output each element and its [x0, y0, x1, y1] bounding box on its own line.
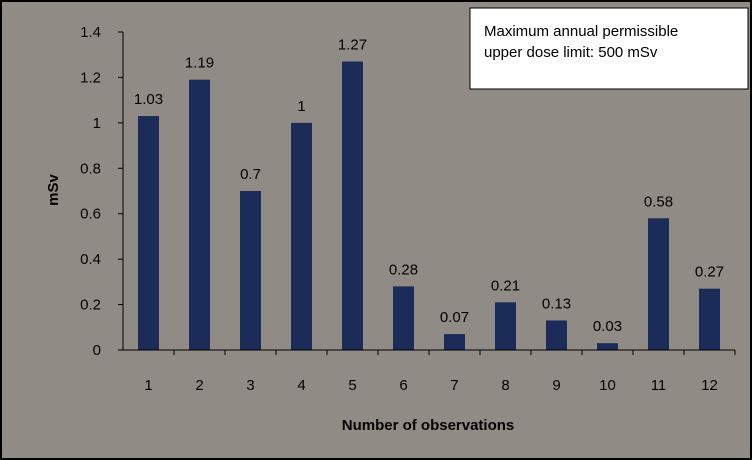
y-tick-label: 0	[93, 342, 101, 359]
note-box	[469, 7, 749, 90]
note-line-2: upper dose limit: 500 mSv	[484, 44, 658, 61]
x-axis-title: Number of observations	[342, 417, 515, 434]
x-tick-label: 7	[450, 377, 458, 394]
y-tick-label: 0.8	[80, 160, 101, 177]
bar	[138, 116, 159, 351]
bar-value-label: 0.7	[240, 166, 261, 183]
x-tick-label: 3	[246, 377, 254, 394]
bar	[393, 286, 414, 350]
bar-value-label: 0.03	[593, 318, 622, 335]
bar-value-label: 0.13	[542, 295, 571, 312]
bars-group	[138, 61, 720, 351]
bar-value-label: 0.21	[491, 277, 520, 294]
bar-value-label: 0.28	[389, 261, 418, 278]
x-tick-label: 9	[552, 377, 560, 394]
x-tick-label: 4	[297, 377, 305, 394]
x-tick-label: 1	[144, 377, 152, 394]
bar-value-label: 0.07	[440, 309, 469, 326]
x-tick-label: 10	[599, 377, 616, 394]
bar-value-label: 1.27	[338, 37, 367, 54]
x-tick-label: 2	[195, 377, 203, 394]
bar-value-label: 0.27	[695, 264, 724, 281]
x-tick-label: 11	[651, 377, 667, 394]
data-labels-group: 1.03 1.19 0.7 1 1.27 0.28 0.07 0.21 0.13 0.03 0.58…	[134, 37, 724, 336]
y-tick-label: 0.4	[80, 251, 101, 268]
bar	[699, 288, 720, 350]
y-axis-ticks: 0 0.2 0.4 0.6 0.8 1 1.2 1.4	[80, 24, 123, 359]
x-tick-label: 8	[501, 377, 509, 394]
y-tick-label: 1.4	[80, 24, 101, 41]
bar	[648, 218, 669, 350]
bar	[546, 320, 567, 350]
bar-value-label: 1.03	[134, 91, 163, 108]
bar	[444, 334, 465, 350]
bar-value-label: 1.19	[185, 55, 214, 72]
bar	[189, 79, 210, 350]
bar-value-label: 0.58	[644, 193, 673, 210]
bar	[597, 343, 618, 350]
bar	[495, 302, 516, 350]
bar	[291, 122, 312, 350]
y-axis-title: mSv	[45, 174, 62, 206]
bar-value-label: 1	[297, 98, 305, 115]
y-tick-label: 1	[93, 115, 101, 132]
dose-limit-note: Maximum annual permissible upper dose li…	[469, 7, 749, 90]
bar	[342, 61, 363, 351]
x-axis-ticks: 1 2 3 4 5 6 7 8 9 10 11 12	[144, 350, 736, 394]
y-tick-label: 0.6	[80, 206, 101, 223]
y-tick-label: 0.2	[80, 297, 101, 314]
x-tick-label: 5	[348, 377, 356, 394]
x-tick-label: 12	[701, 377, 718, 394]
x-tick-label: 6	[399, 377, 407, 394]
bar	[240, 191, 261, 350]
y-tick-label: 1.2	[80, 69, 101, 86]
note-line-1: Maximum annual permissible	[484, 23, 678, 40]
